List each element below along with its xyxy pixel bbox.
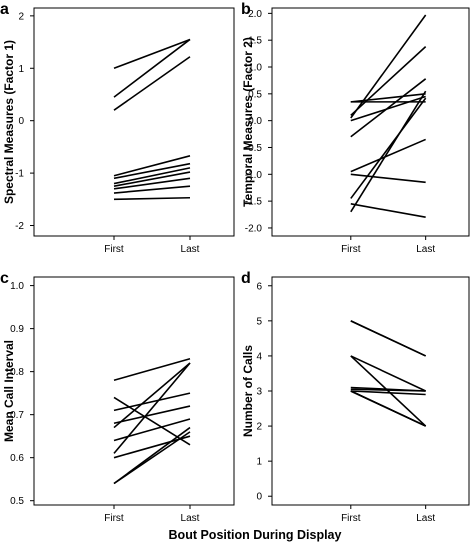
plot-frame: [271, 7, 470, 237]
series-line: [113, 362, 191, 429]
plot-frame: [271, 276, 470, 506]
y-tick-label: 0.8: [10, 367, 24, 378]
series-line: [113, 155, 191, 177]
y-tick-label: 4: [256, 351, 262, 362]
y-tick-label: 1: [256, 457, 262, 468]
x-tick-label: Last: [416, 244, 435, 255]
series-line: [113, 162, 191, 180]
x-tick-label: Last: [181, 513, 200, 524]
series-line: [113, 418, 191, 442]
series-line: [113, 362, 191, 454]
series-line: [113, 56, 191, 111]
plot-frame: [33, 7, 235, 237]
y-tick-label: -2.0: [245, 223, 263, 234]
panel-a: -2 -1 0 1 2 First Last Spectral Measures (Facto…: [0, 1, 235, 255]
y-axis-title: Number of Calls: [241, 345, 255, 437]
y-tick-label: 0.5: [10, 496, 24, 507]
series-line: [113, 405, 191, 425]
y-tick-label: -0.5: [245, 143, 263, 154]
x-tick-label: First: [341, 513, 361, 524]
y-tick-label: -2: [15, 221, 24, 232]
y-tick-label: 2: [256, 422, 262, 433]
series-line: [113, 171, 191, 187]
series-line: [113, 431, 191, 485]
y-tick-label: 2: [18, 11, 24, 22]
series-line: [350, 138, 426, 173]
y-tick-label: 0: [18, 116, 24, 127]
plot-frame: [33, 276, 235, 506]
panel-d: 0 1 2 3 4 5 6 First Last Number of Calls d: [241, 270, 470, 524]
series-line: [350, 390, 426, 396]
series-line: [350, 390, 426, 427]
y-tick-label: 3: [256, 387, 262, 398]
y-tick-label: 6: [256, 281, 262, 292]
y-tick-label: 0.9: [10, 324, 24, 335]
panel-b: -2.0 -1.5 -1.0 -0.5 0.0 0.5 1.0 1.5 2.0 First Last…: [241, 1, 470, 255]
series-line: [350, 320, 426, 357]
y-tick-label: 1: [18, 64, 24, 75]
y-tick-label: -1.0: [245, 170, 263, 181]
x-tick-label: First: [104, 244, 124, 255]
series-line: [350, 388, 426, 392]
y-tick-label: 2.0: [248, 9, 262, 20]
x-tick-label: First: [104, 513, 124, 524]
y-tick-label: 0.6: [10, 453, 24, 464]
x-tick-label: Last: [416, 513, 435, 524]
x-tick-label: First: [341, 244, 361, 255]
series-line: [350, 93, 426, 103]
y-tick-label: 0.5: [248, 89, 262, 100]
x-tick-label: Last: [181, 244, 200, 255]
series-line: [113, 392, 191, 412]
y-tick-label: 0: [256, 492, 262, 503]
y-tick-label: 5: [256, 316, 262, 327]
series-line: [113, 38, 191, 98]
series-line: [350, 355, 427, 427]
series-line: [350, 90, 427, 213]
y-tick-label: 1.0: [248, 63, 262, 74]
y-tick-label: 1.0: [10, 281, 24, 292]
series-line: [350, 203, 426, 219]
y-tick-label: -1.5: [245, 197, 263, 208]
y-tick-label: 0.7: [10, 410, 24, 421]
y-axis-title: Spectral Measures (Factor 1): [2, 40, 16, 204]
series-line: [350, 173, 426, 184]
series-line: [350, 46, 427, 116]
y-tick-label: 1.5: [248, 36, 262, 47]
panel-c: 0.5 0.6 0.7 0.8 0.9 1.0 First Last Mean Call Int…: [0, 270, 235, 524]
series-line: [113, 357, 191, 382]
series-line: [113, 177, 191, 190]
series-line: [350, 97, 427, 199]
y-tick-label: 0.0: [248, 116, 262, 127]
series-line: [350, 355, 426, 392]
y-tick-label: -1: [15, 169, 24, 180]
panel-letter: c: [0, 270, 9, 287]
series-line: [113, 185, 191, 194]
panel-letter: b: [241, 1, 251, 18]
panel-letter: a: [0, 1, 9, 18]
series-line: [113, 196, 191, 201]
y-axis-title: Temporal Measures (Factor 2): [241, 37, 255, 207]
panel-letter: d: [241, 270, 251, 287]
figure-x-axis-title: Bout Position During Display: [169, 528, 342, 542]
y-axis-title: Mean Call Interval: [2, 340, 16, 442]
series-line: [350, 95, 426, 122]
series-line: [113, 38, 191, 70]
series-line: [113, 167, 191, 185]
